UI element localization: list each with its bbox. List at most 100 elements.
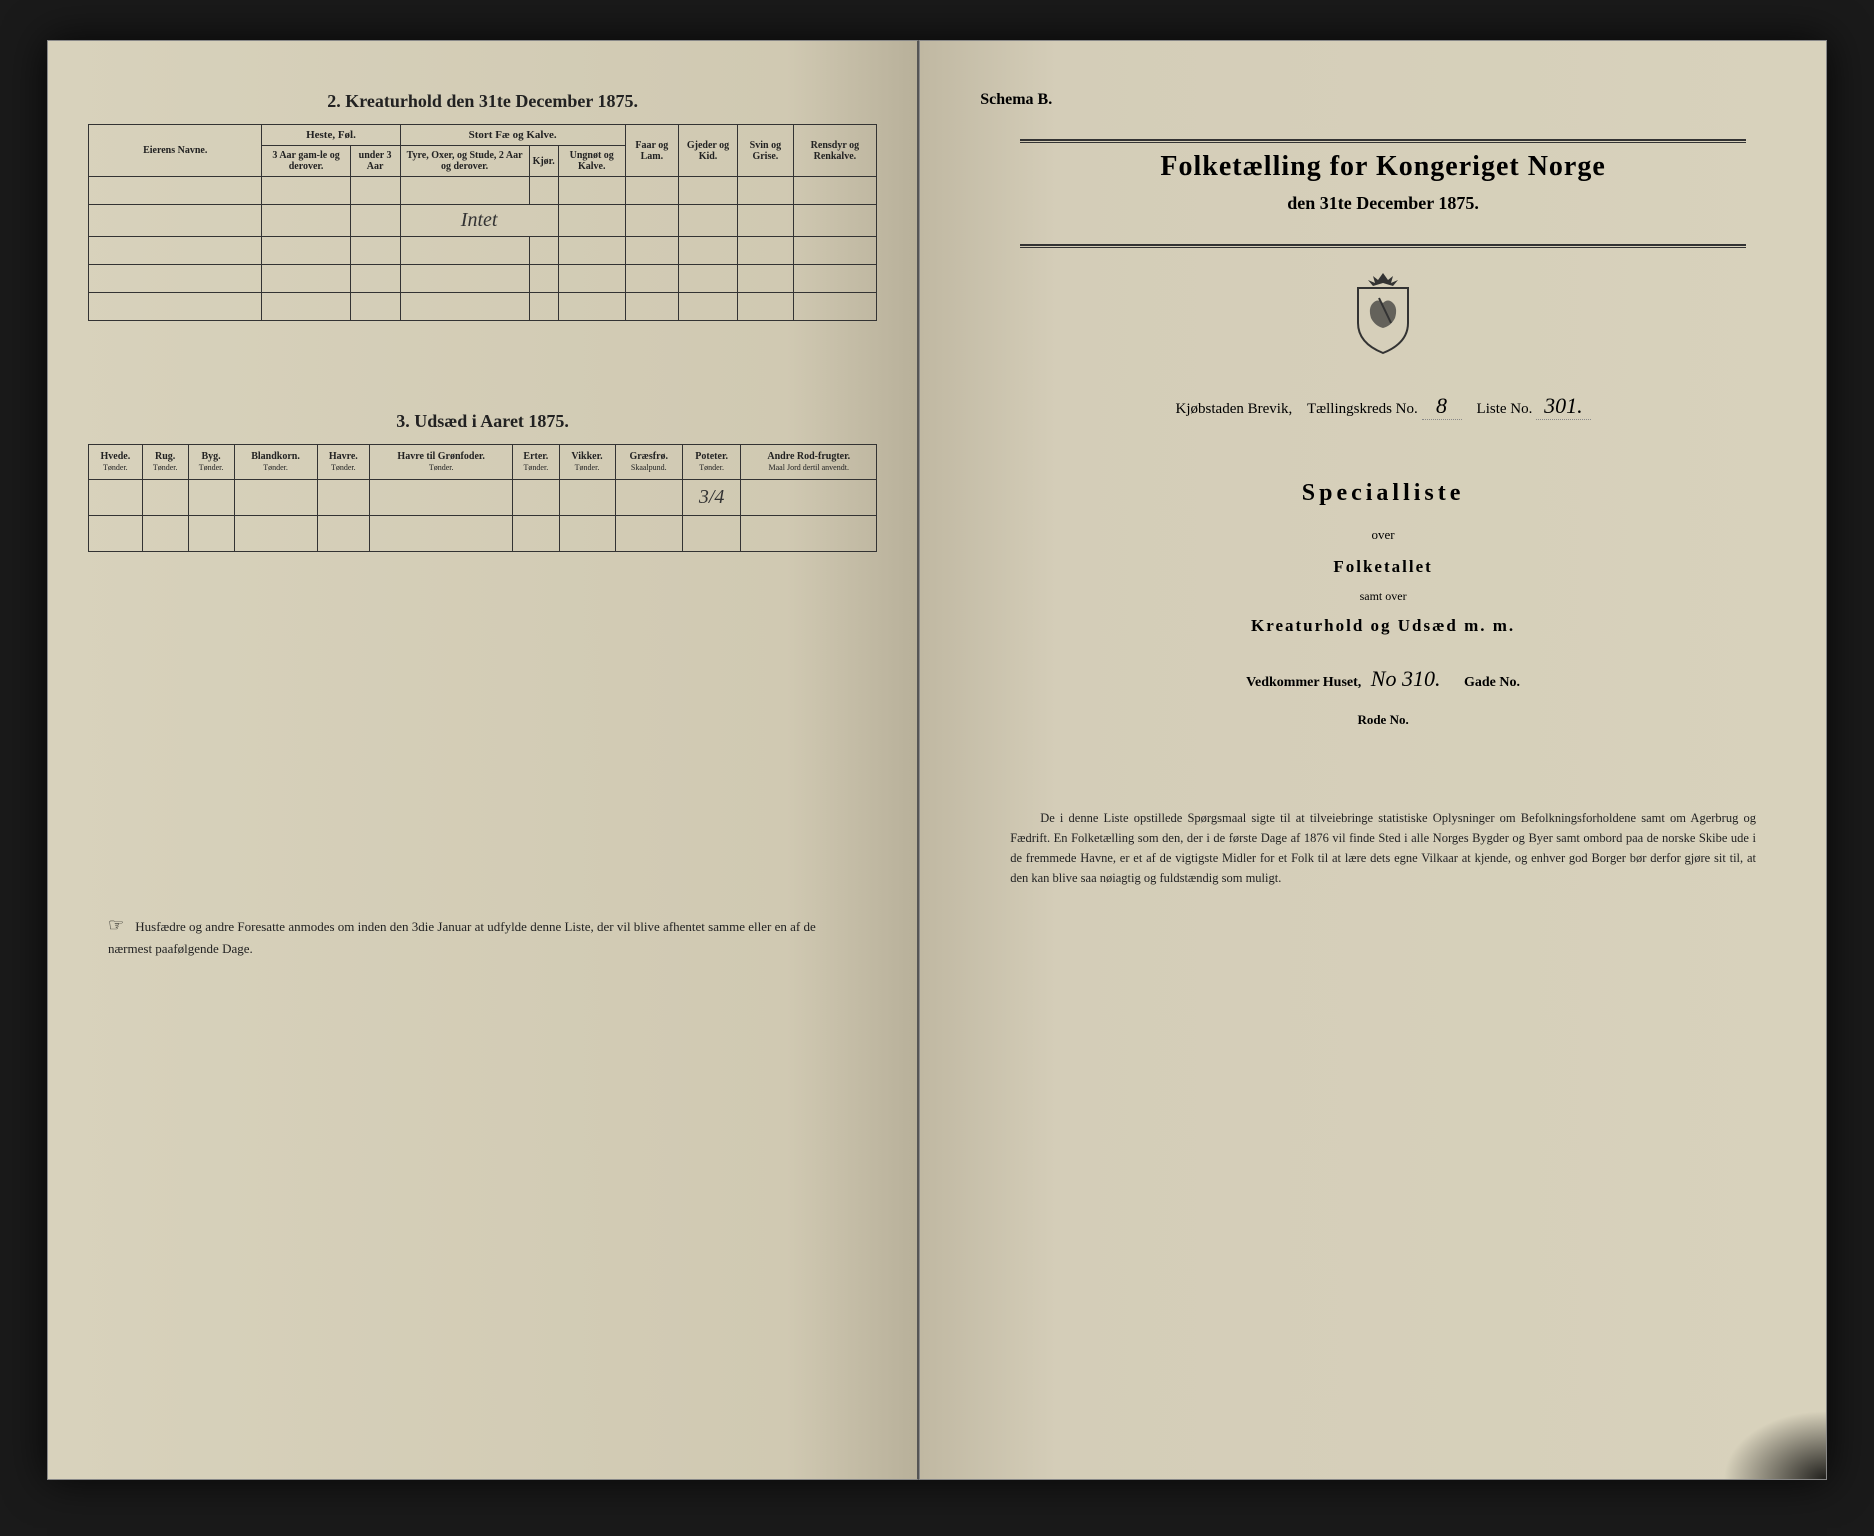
table-cell [400,237,529,265]
table-cell [558,237,625,265]
sub-text: Tønder. [263,463,288,472]
table-cell [89,265,262,293]
over-label: over [980,527,1786,543]
col-havre-gron: Havre til Grønfoder.Tønder. [370,445,513,480]
table-cell [317,480,370,516]
header-text: Vikker. [571,451,602,462]
table-cell [793,237,877,265]
table-cell [625,205,678,237]
book-spread: 2. Kreaturhold den 31te December 1875. E… [47,40,1827,1480]
table-cell [89,293,262,321]
table-cell [262,177,350,205]
table-cell [683,516,741,552]
kreds-label: Tællingskreds No. [1307,401,1418,417]
table-cell [793,265,877,293]
sub-text: Tønder. [199,463,224,472]
table-cell [558,205,625,237]
table-cell [513,480,559,516]
table-cell [262,293,350,321]
table-cell [188,480,234,516]
handwritten-intet: Intet [400,205,558,237]
rode-label: Rode No. [980,712,1786,728]
col-fae-c: Ungnøt og Kalve. [558,146,625,177]
table-cell [350,237,400,265]
table-cell [558,177,625,205]
col-havre: Havre.Tønder. [317,445,370,480]
samt-label: samt over [980,589,1786,604]
table-cell [738,205,793,237]
table-cell [558,265,625,293]
col-gjeder: Gjeder og Kid. [678,125,737,177]
table-cell [738,265,793,293]
header-text: Hvede. [101,451,131,462]
sub-title: den 31te December 1875. [980,193,1786,214]
table-cell [678,237,737,265]
table-cell [142,516,188,552]
col-fae-group: Stort Fæ og Kalve. [400,125,625,146]
sub-text: Skaalpund. [631,463,667,472]
table-cell [234,516,317,552]
table-cell [559,516,615,552]
vedkommer-line: Vedkommer Huset, No 310. Gade No. [980,666,1786,692]
col-faar: Faar og Lam. [625,125,678,177]
coat-of-arms-icon [980,268,1786,363]
right-page: Schema B. Folketælling for Kongeriget No… [919,40,1827,1480]
header-text: Græsfrø. [629,451,668,462]
liste-value: 301. [1536,393,1591,420]
table-cell [262,265,350,293]
table-cell [625,177,678,205]
table-cell [615,480,682,516]
poteter-value: 3/4 [683,480,741,516]
table-cell [793,177,877,205]
table-cell [188,516,234,552]
folketallet-label: Folketallet [980,557,1786,577]
col-vikker: Vikker.Tønder. [559,445,615,480]
header-text: Byg. [201,451,220,462]
col-heste-a: 3 Aar gam-le og derover. [262,146,350,177]
table-cell [350,265,400,293]
table-cell [615,516,682,552]
table-cell [529,265,558,293]
specialliste-title: Specialliste [980,480,1786,507]
table-cell [678,205,737,237]
liste-label: Liste No. [1477,401,1533,417]
table-cell [350,177,400,205]
table-cell [513,516,559,552]
table-cell [400,177,529,205]
table-cell [793,205,877,237]
table-cell [400,265,529,293]
col-rensdyr: Rensdyr og Renkalve. [793,125,877,177]
header-text: Erter. [523,451,548,462]
corner-shadow [1706,1399,1826,1479]
header-text: Havre til Grønfoder. [397,451,485,462]
table-cell [529,177,558,205]
table-cell [370,480,513,516]
header-text: Poteter. [695,451,728,462]
table-cell [738,177,793,205]
header-text: Blandkorn. [251,451,300,462]
table-cell [678,177,737,205]
vedkommer-label: Vedkommer Huset, [1246,675,1361,690]
left-footnote: ☞ Husfædre og andre Foresatte anmodes om… [88,912,877,959]
table-cell [738,293,793,321]
table-cell [89,177,262,205]
col-rodfrugter: Andre Rod-frugter.Maal Jord dertil anven… [741,445,877,480]
col-erter: Erter.Tønder. [513,445,559,480]
sub-text: Tønder. [575,463,600,472]
table-cell [741,480,877,516]
col-svin: Svin og Grise. [738,125,793,177]
table-cell [370,516,513,552]
table-cell [558,293,625,321]
table-cell [262,237,350,265]
table-cell [529,237,558,265]
pointer-icon: ☞ [108,912,132,939]
header-text: Rug. [155,451,175,462]
section2-title: 2. Kreaturhold den 31te December 1875. [88,91,877,112]
sub-text: Tønder. [699,463,724,472]
table-cell [350,205,400,237]
left-page: 2. Kreaturhold den 31te December 1875. E… [47,40,919,1480]
col-rug: Rug.Tønder. [142,445,188,480]
table-cell [89,480,143,516]
sub-text: Tønder. [331,463,356,472]
gade-label: Gade No. [1464,675,1520,690]
